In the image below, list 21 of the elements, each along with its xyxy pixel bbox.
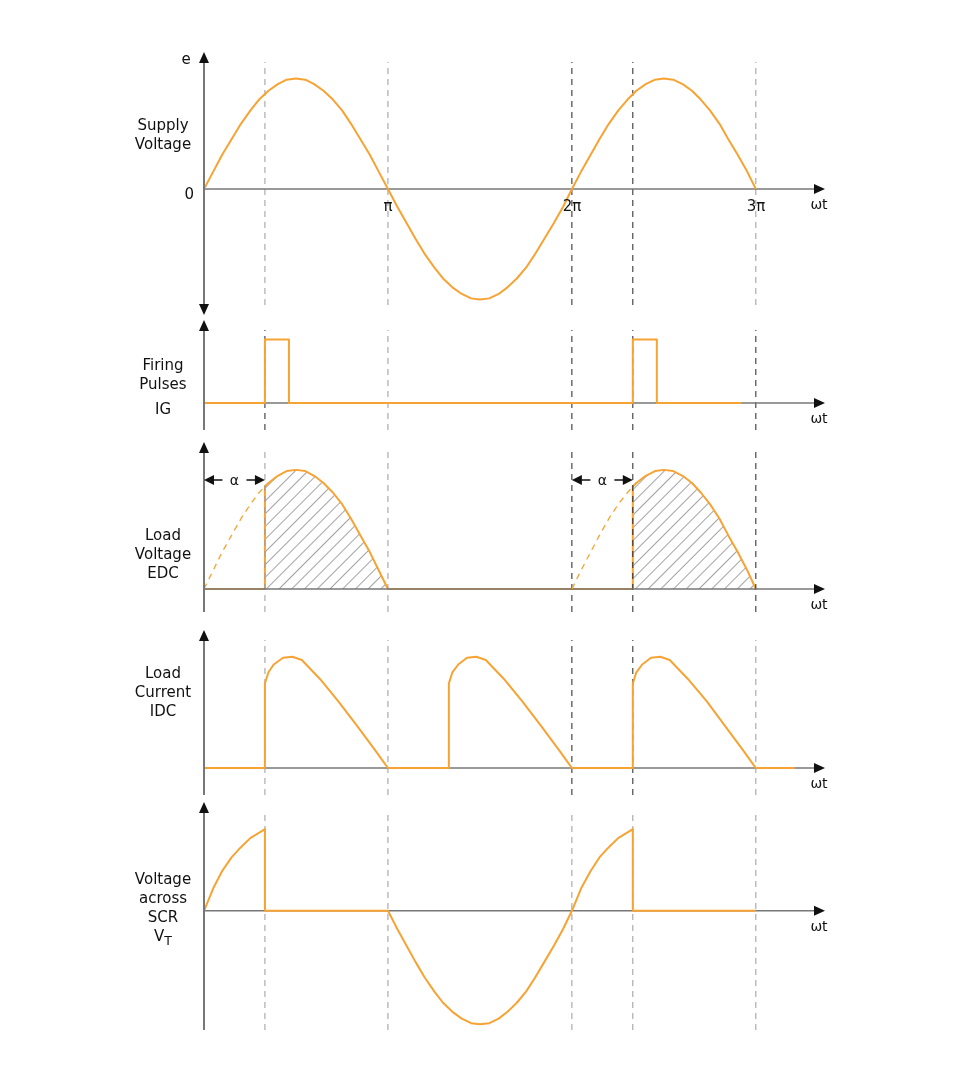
x-tick-label: 3π — [746, 197, 766, 216]
x-axis-title: ωt — [810, 596, 829, 612]
y-axis-title: e — [181, 50, 191, 68]
y-axis-title: IG — [153, 400, 173, 419]
text: Supply Voltage — [133, 116, 193, 154]
y-axis-title: V$_{T}$ — [153, 927, 173, 950]
x-axis-title: ωt — [810, 917, 829, 934]
text: Load Voltage — [133, 526, 193, 564]
x-axis-title: ωt — [810, 775, 829, 791]
text: Firing Pulses — [138, 356, 188, 394]
annotation: α — [597, 472, 607, 488]
x-tick-label: π — [383, 197, 393, 216]
x-axis-title: ωt — [810, 196, 829, 213]
y-axis-title: EDC — [146, 564, 180, 583]
text: Voltage across SCR — [133, 870, 193, 927]
x-tick-label: 2π — [562, 197, 582, 216]
x-axis-title: ωt — [810, 410, 829, 426]
y-axis-title: IDC — [148, 702, 178, 721]
annotation: 0 — [184, 185, 194, 204]
annotation: α — [229, 472, 240, 488]
text: Load Current — [133, 664, 193, 702]
